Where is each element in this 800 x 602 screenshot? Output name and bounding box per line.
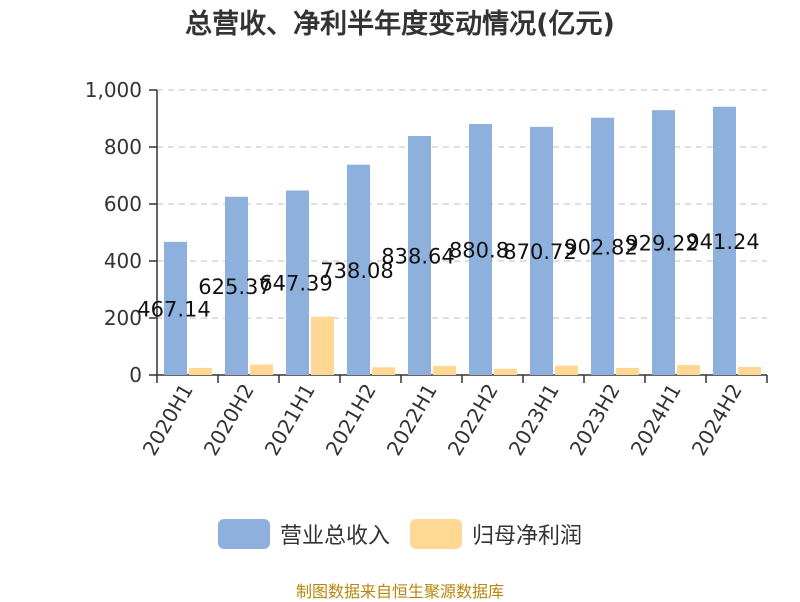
y-tick-label: 1,000	[85, 78, 142, 102]
data-label: 941.24	[686, 230, 759, 254]
y-tick-label: 400	[104, 249, 142, 273]
bar-profit	[555, 365, 578, 375]
bar-revenue	[408, 135, 431, 375]
data-label: 738.08	[320, 259, 393, 283]
data-label: 647.39	[259, 272, 332, 296]
legend: 营业总收入 归母净利润	[0, 518, 800, 550]
bar-profit	[738, 367, 761, 375]
bar-profit	[250, 364, 273, 375]
x-tick-label: 2022H1	[382, 380, 442, 460]
bar-profit	[433, 365, 456, 375]
bar-revenue	[713, 106, 736, 376]
source-note: 制图数据来自恒生聚源数据库	[295, 582, 504, 601]
bar-revenue	[225, 196, 248, 375]
y-tick-label: 0	[129, 363, 142, 387]
bar-revenue	[347, 164, 370, 375]
legend-label-profit: 归母净利润	[472, 524, 583, 549]
x-tick-label: 2020H1	[138, 380, 198, 460]
bar-chart: 0 200 400 600 800 1,000 2020H1 467.14 2020H2 625.…	[85, 78, 768, 460]
legend-item-revenue[interactable]: 营业总收入	[217, 518, 390, 550]
y-tick-label: 600	[104, 192, 142, 216]
data-label: 870.72	[503, 240, 576, 264]
x-tick-label: 2023H1	[504, 380, 564, 460]
x-tick-label: 2024H2	[687, 380, 747, 460]
data-label: 838.64	[381, 244, 454, 268]
x-tick-label: 2021H2	[321, 380, 381, 460]
data-label: 467.14	[137, 297, 210, 321]
x-tick-label: 2024H1	[626, 380, 686, 460]
data-label: 902.82	[564, 235, 637, 259]
bar-revenue	[530, 126, 553, 375]
chart-title: 总营收、净利半年度变动情况(亿元)	[185, 9, 615, 40]
bar-revenue	[164, 241, 187, 375]
y-tick-label: 800	[104, 135, 142, 159]
legend-label-revenue: 营业总收入	[279, 524, 390, 549]
x-tick-label: 2020H2	[199, 380, 259, 460]
bar-profit	[494, 368, 517, 375]
bar-revenue	[652, 110, 675, 375]
bar-profit	[311, 316, 334, 375]
data-label: 880.8	[449, 238, 509, 262]
bar-profit	[372, 367, 395, 375]
bar-revenue	[469, 123, 492, 375]
x-tick-label: 2021H1	[260, 380, 320, 460]
bar-profit	[189, 367, 212, 375]
bar-revenue	[286, 190, 309, 375]
x-tick-label: 2022H2	[443, 380, 503, 460]
data-label: 929.22	[625, 232, 698, 256]
x-tick-label: 2023H2	[565, 380, 625, 460]
bar-profit	[616, 367, 639, 375]
legend-swatch-revenue	[217, 519, 270, 549]
bar-profit	[677, 365, 700, 375]
legend-swatch-profit	[410, 519, 462, 549]
legend-item-profit[interactable]: 归母净利润	[410, 518, 582, 550]
bar-revenue	[591, 117, 614, 376]
y-tick-label: 200	[104, 306, 142, 330]
data-label: 625.37	[198, 275, 271, 299]
